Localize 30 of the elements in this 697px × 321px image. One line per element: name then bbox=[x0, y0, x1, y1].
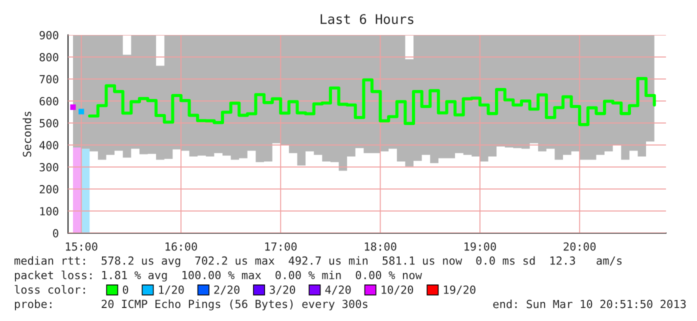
legend-label: 1/20 bbox=[159, 285, 184, 295]
text: probe: 20 ICMP Echo Pings (56 Bytes) every 300s bbox=[14, 300, 368, 310]
legend-label: 4/20 bbox=[325, 285, 351, 295]
legend-label: 3/20 bbox=[270, 285, 296, 295]
legend-title: loss color: bbox=[14, 285, 85, 294]
x-tick-label: 17:00 bbox=[265, 242, 297, 251]
y-tick-label: 100 bbox=[40, 207, 58, 216]
y-tick-label: 200 bbox=[40, 185, 58, 194]
x-tick-label: 15:00 bbox=[66, 242, 98, 251]
y-tick-label: 500 bbox=[40, 119, 58, 128]
x-tick-label: 18:00 bbox=[364, 242, 396, 251]
chart-title: Last 6 Hours bbox=[320, 14, 414, 24]
y-axis-title: Seconds bbox=[22, 112, 32, 157]
legend-label: 10/20 bbox=[382, 285, 414, 295]
x-tick-label: 20:00 bbox=[564, 242, 596, 251]
legend-label: 0 bbox=[122, 285, 128, 294]
y-tick-label: 0 bbox=[53, 229, 58, 238]
y-tick-label: 400 bbox=[39, 141, 58, 150]
y-tick-label: 300 bbox=[40, 163, 58, 172]
legend-label: 2/20 bbox=[214, 285, 240, 295]
y-tick-label: 900 bbox=[40, 30, 58, 40]
y-tick-label: 600 bbox=[40, 97, 58, 106]
x-tick-label: 19:00 bbox=[464, 242, 496, 251]
legend-label: 19/20 bbox=[444, 285, 476, 295]
text: median rtt: 578.2 us avg 702.2 us max 492.7 us min 581.1 us now 0.0 ms sd 12.3 am/s bbox=[14, 256, 622, 268]
y-tick-label: 700 bbox=[40, 75, 58, 84]
y-tick-label: 800 bbox=[40, 53, 58, 62]
text: end: Sun Mar 10 20:51:50 2013 bbox=[493, 300, 686, 308]
x-tick-label: 16:00 bbox=[166, 242, 197, 251]
text: packet loss: 1.81 % avg 100.00 % max 0.00 % min 0.00 % now bbox=[14, 270, 422, 282]
